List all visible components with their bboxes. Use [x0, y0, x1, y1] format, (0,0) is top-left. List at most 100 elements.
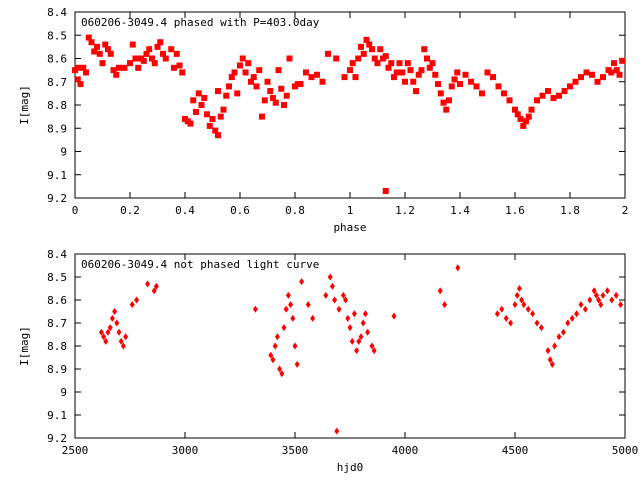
data-point — [332, 296, 338, 304]
data-point — [519, 296, 525, 304]
data-point — [325, 50, 331, 57]
data-point — [572, 78, 579, 85]
data-point — [517, 115, 524, 122]
data-point — [426, 64, 433, 71]
data-point — [538, 324, 544, 332]
data-point — [484, 69, 491, 76]
y-tick-label: 9.2 — [47, 192, 67, 205]
data-point — [345, 314, 351, 322]
data-point — [98, 328, 104, 336]
data-point — [74, 64, 81, 71]
data-point — [391, 74, 397, 81]
y-tick-label: 8.8 — [47, 340, 67, 353]
x-tick-label: 1.4 — [450, 204, 470, 217]
data-point — [501, 90, 507, 97]
y-tick-label: 9 — [60, 146, 67, 159]
data-point — [220, 106, 227, 113]
y-tick-label: 8.9 — [47, 122, 67, 135]
data-point — [404, 60, 411, 67]
data-point — [215, 88, 221, 95]
data-point — [206, 122, 213, 129]
data-point — [286, 55, 293, 62]
data-point — [534, 97, 540, 104]
data-point — [109, 314, 115, 322]
data-point — [121, 64, 128, 71]
data-point — [288, 301, 294, 309]
data-point — [132, 55, 139, 62]
chart-title: 060206-3049.4 phased with P=403.0day — [81, 16, 320, 29]
data-point — [234, 90, 241, 97]
data-point — [369, 342, 375, 350]
data-point — [473, 83, 480, 90]
data-point — [209, 115, 216, 122]
phased-light-curve-panel: 0 0.2 0.4 0.6 0.8 1 1.2 1.4 1.6 1.8 2 8.4 8.5 8.6 8.7 8… — [18, 6, 628, 234]
data-point — [578, 74, 584, 81]
data-point — [245, 60, 252, 67]
data-point — [499, 305, 505, 313]
data-point — [107, 324, 113, 332]
data-point — [237, 62, 243, 69]
data-point — [402, 78, 408, 85]
unphased-light-curve-panel: 2500 3000 3500 4000 4500 5000 8.4 8.5 8.6 8.7 8.8 8… — [18, 248, 638, 474]
data-point — [534, 319, 540, 327]
y-axis-label: I[mag] — [18, 326, 31, 366]
data-point — [250, 74, 257, 81]
x-tick-label: 0 — [72, 204, 79, 217]
data-point — [503, 314, 509, 322]
data-point — [549, 360, 555, 368]
data-point — [613, 67, 620, 74]
chart-title: 060206-3049.4 not phased light curve — [81, 258, 319, 271]
data-point — [190, 97, 197, 104]
data-point — [333, 55, 340, 62]
data-point — [399, 69, 406, 76]
data-point — [341, 74, 348, 81]
data-point — [281, 102, 287, 108]
x-tick-label: 3500 — [282, 444, 309, 457]
data-point — [267, 88, 274, 95]
data-point — [107, 50, 114, 57]
y-tick-label: 8.7 — [47, 76, 67, 89]
data-point — [609, 296, 615, 304]
data-point — [231, 69, 238, 76]
data-point — [547, 356, 553, 364]
data-point — [462, 71, 469, 78]
data-point — [173, 50, 180, 57]
x-tick-label: 4500 — [502, 444, 529, 457]
data-point — [569, 314, 575, 322]
data-point — [512, 301, 518, 309]
data-point — [410, 78, 417, 85]
data-point — [525, 113, 532, 120]
data-point — [437, 90, 444, 97]
data-point — [363, 36, 370, 43]
y-axis-label: I[mag] — [18, 85, 31, 125]
x-tick-label: 3000 — [172, 444, 199, 457]
data-point — [371, 55, 378, 62]
data-point — [618, 301, 624, 309]
data-point — [151, 60, 158, 67]
data-point — [297, 81, 304, 88]
data-point — [310, 314, 316, 322]
data-point — [413, 88, 419, 95]
data-point — [253, 83, 260, 90]
data-point — [520, 122, 527, 129]
data-point — [429, 60, 436, 67]
x-tick-label: 4000 — [392, 444, 419, 457]
y-tick-label: 8.9 — [47, 363, 67, 376]
data-point — [358, 43, 364, 50]
data-point — [424, 55, 430, 62]
y-tick-label: 8.4 — [47, 248, 67, 261]
data-point — [160, 50, 166, 57]
data-point — [451, 76, 458, 83]
data-point — [598, 301, 604, 309]
data-point — [308, 74, 315, 81]
data-point — [495, 83, 502, 90]
y-tick-label: 9.1 — [47, 169, 67, 182]
data-point — [494, 310, 500, 318]
data-point — [112, 308, 118, 315]
data-point — [157, 39, 164, 46]
data-point — [228, 74, 235, 81]
data-point — [521, 301, 527, 309]
data-point — [327, 273, 333, 281]
data-point — [565, 319, 571, 327]
data-point — [83, 69, 89, 76]
